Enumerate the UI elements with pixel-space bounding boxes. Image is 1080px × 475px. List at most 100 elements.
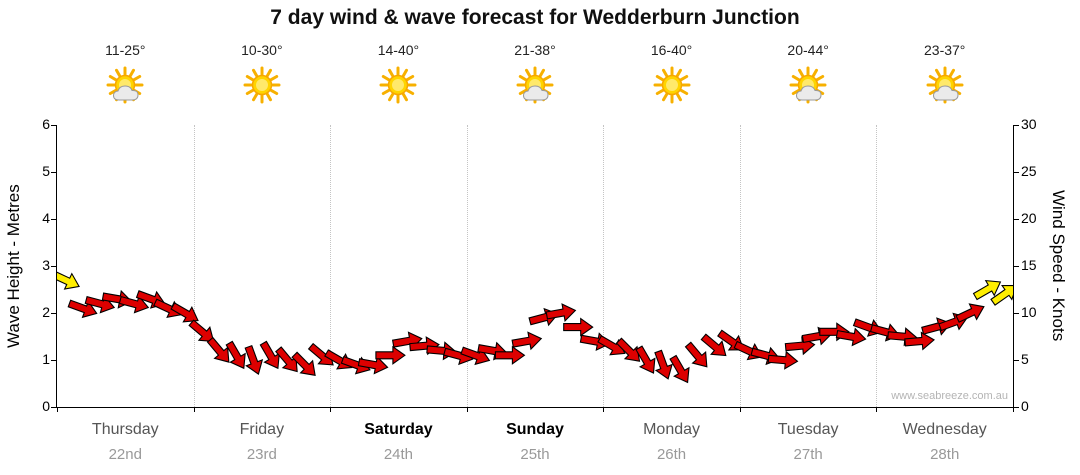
wind-arrow: [206, 336, 230, 363]
day-date-label: 23rd: [246, 446, 277, 463]
day-name-label: Thursday: [91, 421, 159, 438]
plot-area: [57, 125, 1013, 407]
day-boundary-gridline: [330, 125, 332, 407]
weather-icon-wrap: [57, 64, 194, 111]
day-header: 23-37°: [876, 42, 1013, 111]
wind-arrow: [511, 331, 543, 351]
day-name-label: Sunday: [506, 421, 564, 438]
day-header: 10-30°: [194, 42, 331, 111]
weather-icon-wrap: [603, 64, 740, 111]
weather-icon-wrap: [467, 64, 604, 111]
wind-arrow: [357, 355, 389, 375]
left-tick-label: 5: [42, 163, 50, 179]
wind-arrow: [615, 337, 641, 362]
day-boundary-gridline: [466, 125, 468, 407]
bottom-tick-mark: [330, 407, 332, 412]
day-date-label: 28th: [930, 446, 960, 463]
day-boundary-gridline: [193, 125, 195, 407]
wind-arrow: [635, 345, 656, 374]
right-tick-mark: [1014, 172, 1019, 173]
day-boundary-gridline: [739, 125, 741, 407]
wind-arrow: [275, 346, 298, 373]
right-tick-label: 10: [1021, 304, 1037, 320]
right-tick-label: 20: [1021, 210, 1037, 226]
sun-icon: [379, 66, 417, 104]
weather-icon-wrap: [876, 64, 1013, 111]
wind-arrow: [375, 345, 406, 365]
left-tick-label: 2: [42, 304, 50, 320]
left-tick-mark: [51, 360, 56, 361]
wind-arrow: [225, 340, 246, 370]
wind-arrow: [904, 331, 935, 351]
day-date-label: 26th: [656, 446, 687, 463]
day-date-label: 22nd: [108, 446, 142, 463]
watermark: www.seabreeze.com.au: [891, 390, 1008, 402]
left-tick-label: 4: [42, 210, 50, 226]
left-tick-mark: [51, 125, 56, 126]
wind-arrow: [972, 279, 1002, 301]
day-header: 14-40°: [330, 42, 467, 111]
sun-icon: [653, 66, 691, 104]
wind-arrow: [244, 344, 264, 375]
left-tick-label: 6: [42, 116, 50, 132]
right-tick-mark: [1014, 407, 1019, 408]
day-header: 21-38°: [467, 42, 604, 111]
chart-title: 7 day wind & wave forecast for Wedderbur…: [270, 6, 800, 29]
wind-arrow: [259, 340, 280, 370]
left-axis-line: [56, 125, 57, 408]
wind-arrow: [669, 354, 690, 384]
wind-arrow: [188, 319, 215, 343]
wind-arrow: [767, 350, 799, 370]
bottom-tick-mark: [1013, 407, 1014, 412]
day-name-label: Saturday: [364, 421, 433, 438]
sun-cloud-icon: [516, 66, 554, 104]
wind-arrow: [700, 333, 727, 357]
bottom-axis-line: [56, 407, 1014, 408]
wind-arrow: [57, 270, 80, 290]
temperature-label: 16-40°: [650, 42, 693, 58]
wind-arrow: [170, 302, 199, 323]
day-name-label: Friday: [239, 421, 285, 438]
day-header: 20-44°: [740, 42, 877, 111]
right-tick-mark: [1014, 313, 1019, 314]
wind-arrow: [118, 294, 150, 314]
right-axis-line: [1013, 125, 1014, 408]
bottom-tick-mark: [193, 407, 195, 412]
wind-arrows-svg: [57, 270, 1013, 384]
wind-arrow: [955, 303, 985, 323]
sun-cloud-icon: [789, 66, 827, 104]
wind-arrow: [291, 351, 316, 376]
right-tick-mark: [1014, 219, 1019, 220]
weather-icon-wrap: [330, 64, 467, 111]
right-tick-mark: [1014, 266, 1019, 267]
bottom-tick-mark: [876, 407, 878, 412]
wind-arrow: [563, 317, 594, 337]
left-tick-mark: [51, 313, 56, 314]
temperature-label: 20-44°: [787, 42, 829, 58]
bottom-tick-mark: [739, 407, 741, 412]
left-tick-mark: [51, 407, 56, 408]
bottom-tick-mark: [466, 407, 468, 412]
day-boundary-gridline: [876, 125, 878, 407]
left-tick-mark: [51, 266, 56, 267]
day-date-label: 24th: [383, 446, 414, 463]
temperature-label: 14-40°: [377, 42, 420, 58]
right-tick-mark: [1014, 125, 1019, 126]
sun-cloud-icon: [926, 66, 964, 104]
day-boundary-gridline: [603, 125, 605, 407]
temperature-label: 23-37°: [924, 42, 966, 58]
right-tick-mark: [1014, 360, 1019, 361]
right-tick-label: 30: [1021, 116, 1037, 132]
left-tick-label: 0: [42, 398, 50, 414]
right-axis-title: Wind Speed - Knots: [1049, 190, 1068, 342]
temperature-label: 10-30°: [241, 42, 283, 58]
right-tick-label: 15: [1021, 257, 1037, 273]
bottom-tick-mark: [57, 407, 58, 412]
wind-arrow: [654, 349, 673, 380]
temperature-label: 21-38°: [514, 42, 556, 58]
day-name-label: Tuesday: [777, 421, 839, 438]
left-tick-label: 3: [42, 257, 50, 273]
wind-arrow: [990, 284, 1013, 306]
bottom-tick-mark: [603, 407, 605, 412]
